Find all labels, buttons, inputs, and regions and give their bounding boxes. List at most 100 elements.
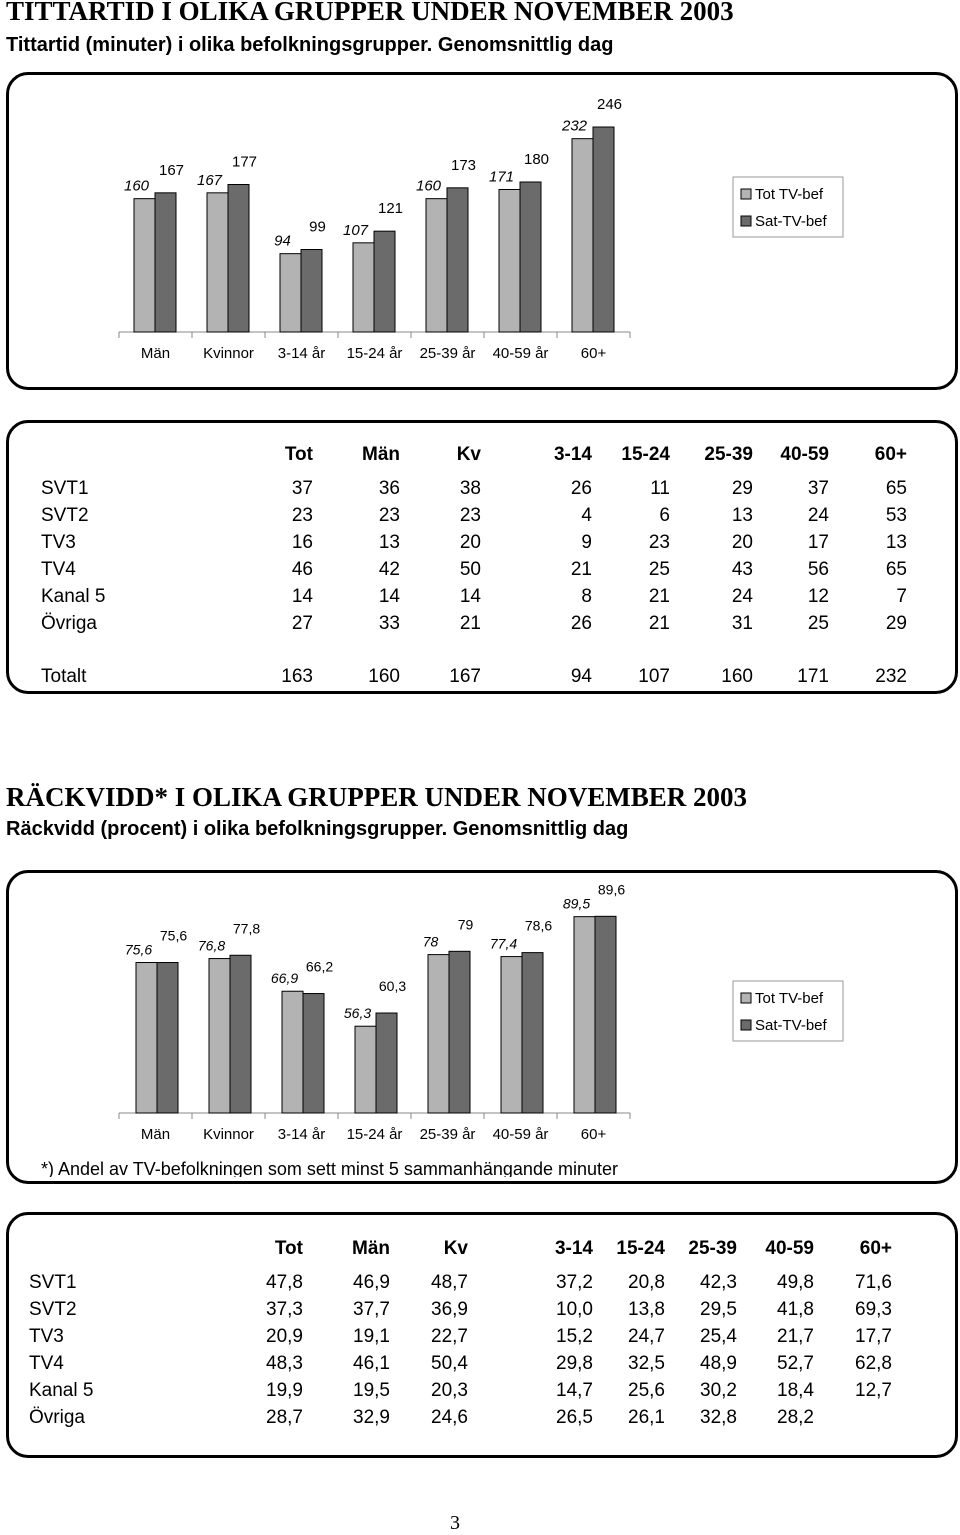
legend-label: Sat-TV-bef — [755, 1017, 828, 1034]
data-label: 121 — [378, 200, 403, 217]
x-tick-label: 25-39 år — [420, 1126, 476, 1143]
cell-value: 29 — [731, 477, 753, 499]
data-label: 167 — [197, 172, 223, 189]
x-tick-label: Män — [141, 345, 170, 362]
row-label: TV4 — [41, 558, 76, 580]
x-tick-label: 60+ — [581, 345, 607, 362]
cell-value: 28,7 — [266, 1406, 303, 1428]
cell-value: 62,8 — [855, 1352, 892, 1374]
cell-value: 23 — [291, 504, 313, 526]
table-row: SVT1 47,8 46,9 48,7 37,2 20,8 42,3 49,8 71,6 — [29, 1269, 892, 1296]
x-tick-label: Kvinnor — [203, 345, 254, 362]
cell-value: 48,7 — [431, 1271, 468, 1293]
cell-value: 160 — [721, 665, 753, 687]
cell-value: 9 — [581, 531, 592, 553]
cell-value: 53 — [885, 504, 907, 526]
cell-value: 65 — [885, 477, 907, 499]
bar-sat-0 — [156, 962, 179, 1114]
row-label: Kanal 5 — [41, 585, 106, 607]
cell-value: 20,8 — [628, 1271, 665, 1293]
row-label: Övriga — [41, 612, 97, 634]
cell-value: 29,8 — [556, 1352, 593, 1374]
table-header-row: Tot Män Kv 3-14 15-24 25-39 40-59 60+ — [29, 1229, 892, 1269]
column-header: Män — [352, 1238, 390, 1259]
cell-value: 7 — [896, 585, 907, 607]
column-header: 40-59 — [765, 1238, 814, 1259]
cell-value: 232 — [875, 665, 907, 687]
x-tick-label: 15-24 år — [347, 345, 403, 362]
row-label: TV3 — [29, 1325, 64, 1347]
cell-value: 6 — [659, 504, 670, 526]
row-label: Totalt — [41, 665, 87, 687]
page-number: 3 — [450, 1512, 460, 1534]
column-header: Kv — [443, 1238, 468, 1259]
chart2-frame: 75,6 76,8 66,9 56,3 78 77,4 89,5 75,6 77,8 66,2 60… — [6, 870, 958, 1184]
cell-value: 12,7 — [855, 1379, 892, 1401]
x-tick-label: 40-59 år — [493, 345, 549, 362]
cell-value: 14 — [459, 585, 481, 607]
cell-value: 24,6 — [431, 1406, 468, 1428]
table-row: Övriga 27 33 21 26 21 31 25 29 — [41, 610, 907, 637]
column-header: 3-14 — [553, 444, 592, 465]
footnote: *) Andel av TV-befolkningen som sett min… — [41, 1159, 618, 1177]
column-header — [41, 435, 181, 475]
cell-value: 32,5 — [628, 1352, 665, 1374]
cell-value: 171 — [797, 665, 829, 687]
data-label: 56,3 — [344, 1005, 371, 1021]
cell-value: 14 — [291, 585, 313, 607]
cell-value: 48,3 — [266, 1352, 303, 1374]
bar-sat-6 — [594, 915, 617, 1114]
bar-sat-3 — [373, 230, 396, 333]
bar-tot-5 — [500, 956, 523, 1114]
bar-sat-5 — [521, 952, 544, 1114]
cell-value: 69,3 — [855, 1298, 892, 1320]
cell-value: 19,1 — [353, 1325, 390, 1347]
cell-value: 22,7 — [431, 1325, 468, 1347]
cell-value: 14 — [378, 585, 400, 607]
cell-value: 25 — [807, 612, 829, 634]
cell-value: 19,5 — [353, 1379, 390, 1401]
data-label: 89,6 — [598, 881, 625, 897]
cell-value: 94 — [570, 665, 592, 687]
cell-value: 21 — [570, 558, 592, 580]
data-label: 78,6 — [525, 918, 552, 934]
bar-sat-2 — [300, 249, 323, 333]
cell-value: 17 — [807, 531, 829, 553]
cell-value: 160 — [368, 665, 400, 687]
cell-value: 24 — [731, 585, 753, 607]
cell-value: 36 — [378, 477, 400, 499]
column-header: Män — [362, 444, 400, 465]
cell-value: 23 — [378, 504, 400, 526]
cell-value: 46 — [291, 558, 313, 580]
section1-subtitle: Tittartid (minuter) i olika befolkningsg… — [6, 34, 614, 56]
bar-sat-5 — [519, 181, 542, 333]
column-header: 25-39 — [688, 1238, 737, 1259]
data-label: 89,5 — [563, 896, 590, 912]
section2-title: RÄCKVIDD* I OLIKA GRUPPER UNDER NOVEMBER… — [6, 782, 748, 812]
legend-label: Tot TV-bef — [755, 186, 824, 203]
bar-sat-0 — [154, 192, 177, 333]
cell-value: 20,3 — [431, 1379, 468, 1401]
row-label: SVT1 — [29, 1271, 77, 1293]
x-tick-label: Män — [141, 1126, 170, 1143]
x-tick-label: 60+ — [581, 1126, 607, 1143]
table-header-row: Tot Män Kv 3-14 15-24 25-39 40-59 60+ — [41, 435, 907, 475]
column-header: Kv — [456, 444, 481, 465]
cell-value: 38 — [459, 477, 481, 499]
cell-value: 4 — [581, 504, 592, 526]
column-header: 15-24 — [616, 1238, 665, 1259]
cell-value: 13 — [378, 531, 400, 553]
column-header: 60+ — [859, 1238, 892, 1259]
cell-value: 18,4 — [777, 1379, 814, 1401]
cell-value: 167 — [449, 665, 481, 687]
column-header: 3-14 — [554, 1238, 593, 1259]
cell-value: 25 — [648, 558, 670, 580]
x-tick-label: 25-39 år — [420, 345, 476, 362]
table-row: TV3 20,9 19,1 22,7 15,2 24,7 25,4 21,7 17,7 — [29, 1323, 892, 1350]
cell-value: 14,7 — [556, 1379, 593, 1401]
data-label: 79 — [458, 916, 474, 932]
cell-value: 20 — [731, 531, 753, 553]
data-label: 232 — [561, 118, 588, 135]
legend: Tot TV-bef Sat-TV-bef — [732, 176, 844, 238]
bar-tot-1 — [206, 192, 229, 333]
